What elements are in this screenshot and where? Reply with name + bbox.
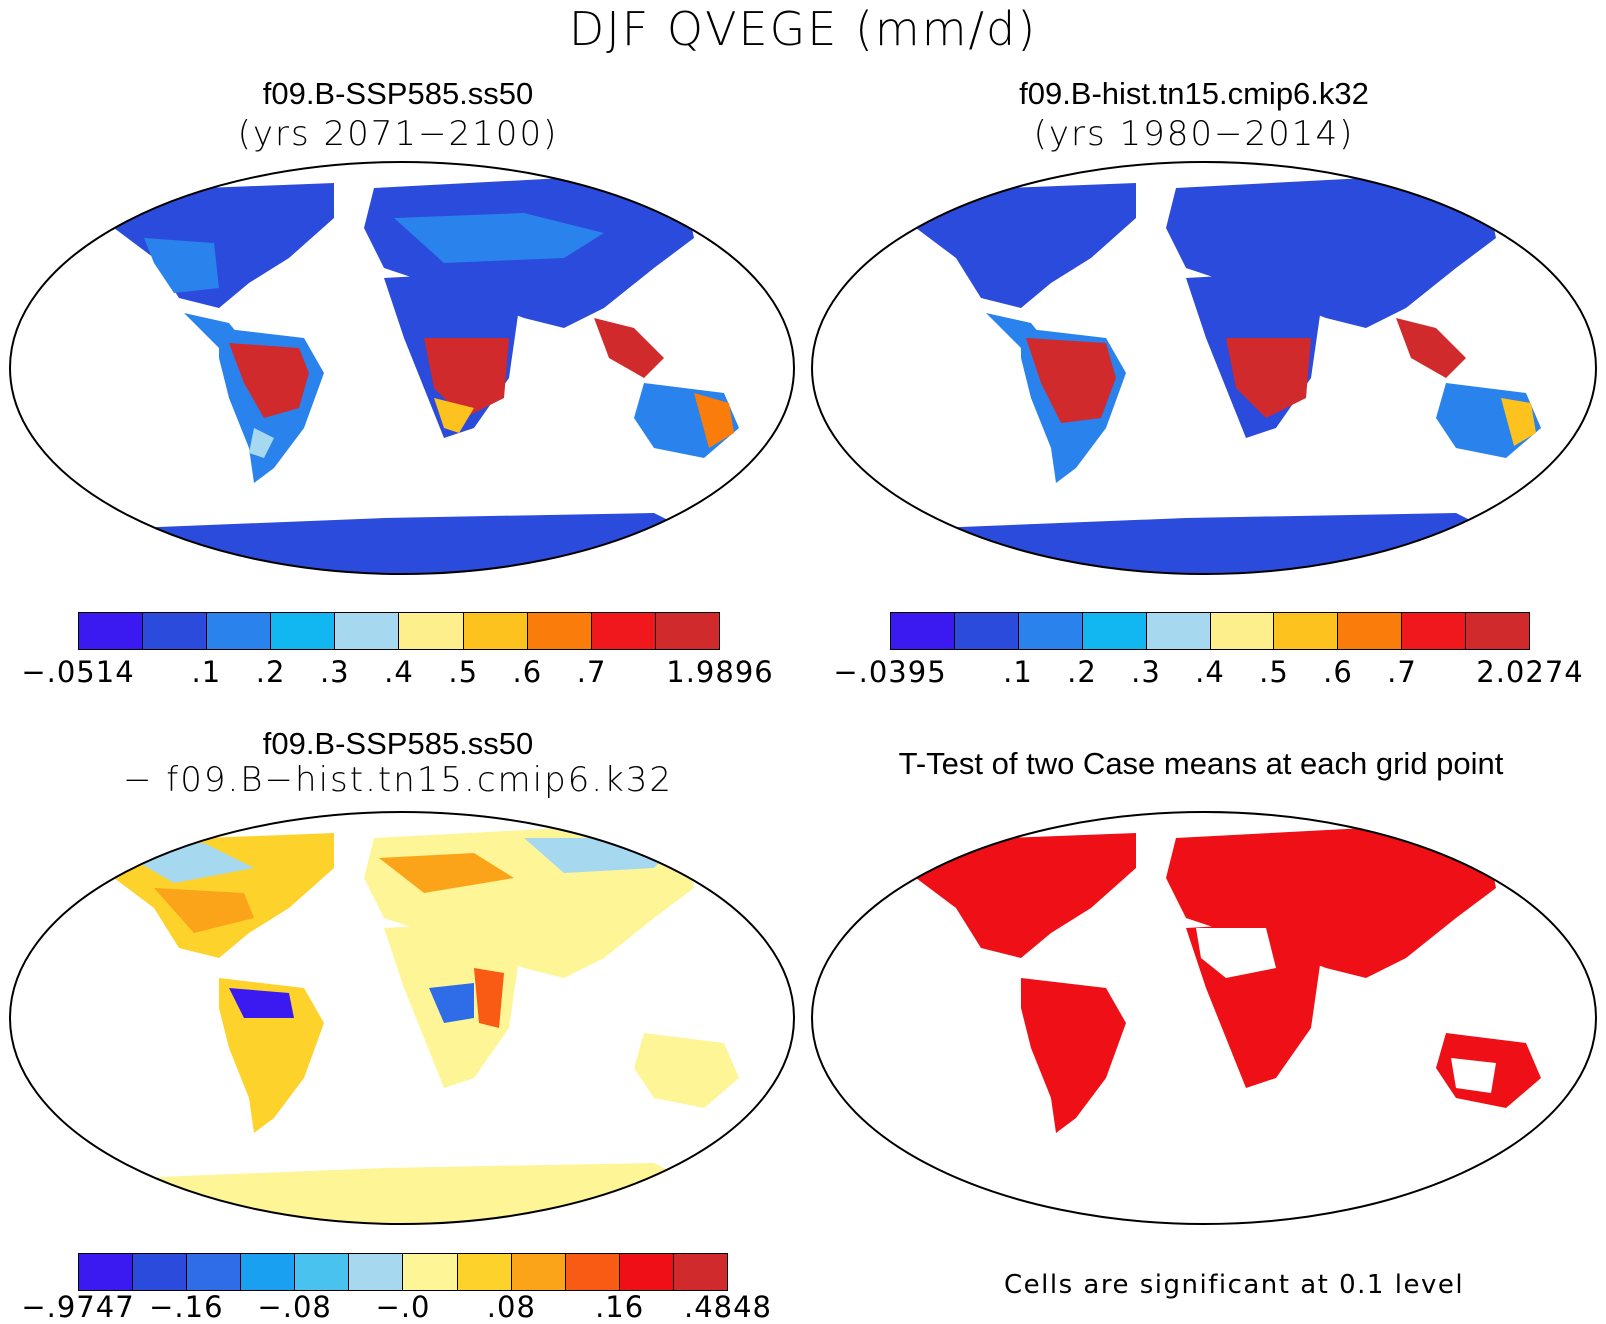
colorbar-tick-label: .3 (319, 655, 350, 689)
colorbar-cell-9 (565, 1254, 620, 1290)
colorbar-tick-label: −.0395 (833, 655, 947, 689)
significance-note: Cells are significant at 0.1 level (1004, 1270, 1465, 1300)
colorbar-tick-label: .3 (1131, 655, 1161, 689)
colorbar-cell-8 (591, 613, 656, 649)
colorbar-cell-8 (1402, 613, 1467, 649)
colorbar-tick-label: .5 (448, 655, 479, 689)
colorbar-cell-7 (457, 1254, 512, 1290)
colorbar-tick-label: .16 (595, 1290, 645, 1324)
colorbar-cell-10 (619, 1254, 674, 1290)
panel-3-colorbar (78, 1253, 728, 1291)
panel-1-map (4, 158, 800, 578)
colorbar-cell-2 (187, 1254, 242, 1290)
colorbar-tick-label: .1 (191, 655, 222, 689)
colorbar-cell-3 (1082, 613, 1147, 649)
colorbar-cell-6 (403, 1254, 458, 1290)
panel-1-title: f09.B-SSP585.ss50 (262, 76, 534, 111)
colorbar-tick-label: −.9747 (21, 1290, 135, 1324)
colorbar-cell-2 (207, 613, 272, 649)
colorbar-cell-5 (349, 1254, 404, 1290)
colorbar-tick-label: .7 (1387, 655, 1417, 689)
colorbar-tick-label: .6 (512, 655, 543, 689)
colorbar-cell-1 (954, 613, 1019, 649)
colorbar-cell-3 (241, 1254, 296, 1290)
panel-4-map (806, 808, 1602, 1228)
colorbar-tick-label: .4848 (683, 1290, 773, 1324)
colorbar-cell-5 (1210, 613, 1275, 649)
colorbar-cell-6 (463, 613, 528, 649)
colorbar-cell-0 (891, 613, 955, 649)
colorbar-cell-1 (143, 613, 208, 649)
colorbar-cell-3 (271, 613, 336, 649)
panel-3-subtitle: − f09.B−hist.tn15.cmip6.k32 (122, 760, 674, 800)
colorbar-tick-label: 2.0274 (1476, 655, 1584, 689)
colorbar-tick-label: −.16 (149, 1290, 224, 1324)
colorbar-cell-7 (1338, 613, 1403, 649)
colorbar-cell-4 (1146, 613, 1211, 649)
colorbar-tick-label: .4 (1195, 655, 1225, 689)
panel-2-colorbar (890, 612, 1530, 650)
colorbar-cell-5 (399, 613, 464, 649)
panel-3-colorbar-labels: −.9747 −.16 −.08 −.0 .08 .16 .4848 (21, 1290, 771, 1324)
panel-3-map (4, 808, 800, 1228)
colorbar-tick-label: .2 (255, 655, 286, 689)
colorbar-tick-label: .2 (1067, 655, 1097, 689)
panel-2-colorbar-labels: −.0395 .1 .2 .3 .4 .5 .6 .7 2.0274 (833, 655, 1582, 689)
colorbar-cell-9 (1466, 613, 1530, 649)
panel-3-title: f09.B-SSP585.ss50 (262, 726, 534, 761)
colorbar-tick-label: −.0514 (21, 655, 135, 689)
colorbar-cell-9 (655, 613, 719, 649)
colorbar-tick-label: −.0 (375, 1290, 431, 1324)
colorbar-cell-6 (1274, 613, 1339, 649)
figure-title: DJF QVEGE (mm/d) (568, 2, 1038, 56)
colorbar-tick-label: .6 (1323, 655, 1353, 689)
colorbar-tick-label: .5 (1259, 655, 1289, 689)
colorbar-cell-8 (511, 1254, 566, 1290)
colorbar-tick-label: .7 (576, 655, 607, 689)
colorbar-cell-7 (527, 613, 592, 649)
panel-2-map (806, 158, 1602, 578)
colorbar-tick-label: −.08 (257, 1290, 332, 1324)
colorbar-cell-0 (79, 613, 144, 649)
colorbar-cell-11 (673, 1254, 727, 1290)
colorbar-cell-4 (335, 613, 400, 649)
panel-1-colorbar-labels: −.0514 .1 .2 .3 .4 .5 .6 .7 1.9896 (21, 655, 772, 689)
colorbar-cell-0 (79, 1254, 134, 1290)
colorbar-tick-label: .1 (1003, 655, 1033, 689)
panel-4-title: T-Test of two Case means at each grid po… (898, 746, 1504, 781)
colorbar-tick-label: .4 (384, 655, 414, 689)
colorbar-cell-4 (295, 1254, 350, 1290)
panel-2-subtitle: (yrs 1980−2014) (1033, 114, 1355, 154)
colorbar-cell-1 (133, 1254, 188, 1290)
colorbar-tick-label: 1.9896 (666, 655, 774, 689)
panel-1-colorbar (78, 612, 720, 650)
panel-1-subtitle: (yrs 2071−2100) (237, 114, 559, 154)
panel-2-title: f09.B-hist.tn15.cmip6.k32 (1019, 76, 1369, 111)
colorbar-tick-label: .08 (486, 1290, 536, 1324)
colorbar-cell-2 (1018, 613, 1083, 649)
